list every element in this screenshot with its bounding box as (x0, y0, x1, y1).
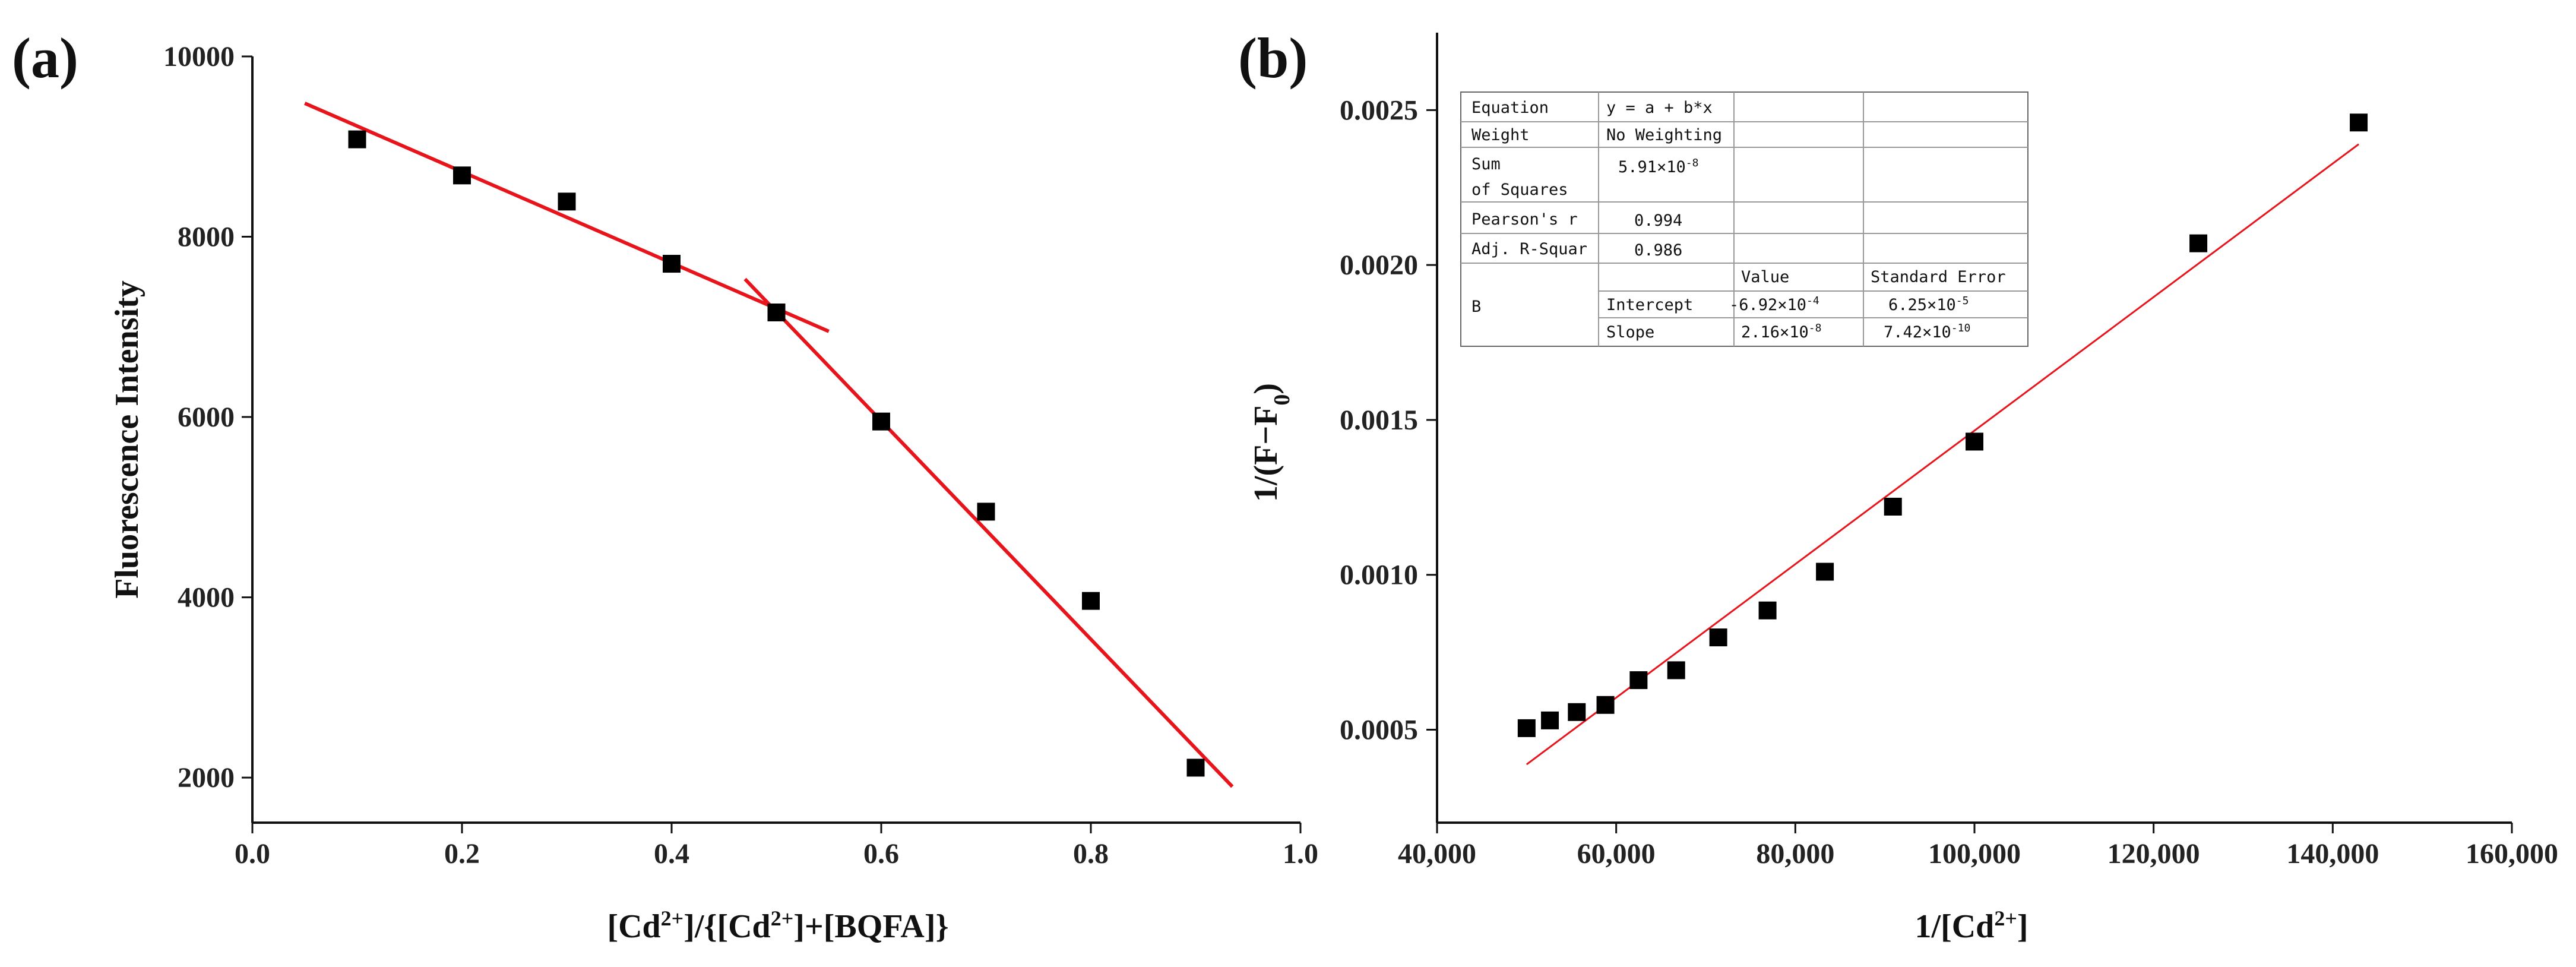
data-point (1816, 562, 1834, 581)
stats-sum-label-1: Sum (1471, 155, 1501, 173)
data-point (977, 503, 995, 521)
data-point (1709, 628, 1727, 647)
stats-sum-label-2: of Squares (1471, 181, 1568, 199)
stats-table: Equation y = a + b*x Weight No Weighting… (1460, 91, 2028, 347)
panel-a-y-ticks: 2000 4000 6000 8000 10000 (163, 41, 252, 794)
x-tick-label: 0.6 (863, 838, 899, 870)
data-point (1884, 498, 1902, 516)
panel-a-label: (a) (12, 26, 78, 90)
linear-fit (1526, 143, 2359, 766)
stats-row-group: B (1471, 298, 1481, 316)
y-tick-label: 10000 (163, 41, 235, 72)
data-point (1517, 719, 1536, 737)
stats-slope-err: 7.42×10-10 (1884, 322, 1970, 342)
data-point (1758, 601, 1777, 620)
panel-a: (a) 0.0 0.2 0.4 0.6 0.8 1.0 2000 4000 6000 8000 1… (12, 26, 1318, 945)
fit-2 (743, 277, 1234, 788)
y-tick-label: 0.0015 (1340, 405, 1418, 436)
stats-slope-label: Slope (1606, 323, 1654, 342)
data-point (453, 166, 471, 185)
x-tick-label: 1.0 (1283, 838, 1318, 870)
x-tick-label: 0.8 (1073, 838, 1109, 870)
data-point (2350, 113, 2368, 132)
panel-b-y-ticks: 0.0005 0.0010 0.0015 0.0020 0.0025 (1340, 94, 1437, 746)
data-point (1667, 661, 1685, 680)
panel-b: (b) 40,000 60,000 80,000 100,000 120,000 140,… (1238, 26, 2558, 945)
y-tick-label: 0.0020 (1340, 249, 1418, 281)
stats-adjr-value: 0.986 (1634, 241, 1682, 260)
x-tick-label: 160,000 (2466, 838, 2558, 870)
y-tick-label: 0.0025 (1340, 94, 1418, 126)
stats-col-value: Value (1741, 268, 1789, 286)
panel-b-x-ticks: 40,000 60,000 80,000 100,000 120,000 140,000 1… (1398, 823, 2558, 870)
data-point (2189, 234, 2208, 252)
data-point (348, 130, 366, 148)
data-point (1596, 696, 1615, 714)
x-tick-label: 60,000 (1577, 838, 1656, 870)
y-tick-label: 2000 (178, 762, 235, 794)
x-tick-label: 140,000 (2286, 838, 2379, 870)
x-tick-label: 100,000 (1928, 838, 2021, 870)
data-point (1541, 711, 1559, 729)
panel-a-fit-lines (304, 102, 1234, 788)
data-point (558, 192, 576, 211)
stats-intercept-label: Intercept (1606, 296, 1693, 314)
y-tick-label: 0.0005 (1340, 715, 1418, 746)
x-tick-label: 120,000 (2107, 838, 2200, 870)
stats-equation-value: y = a + b*x (1606, 99, 1713, 117)
panel-a-x-axis-title: [Cd2+]/{[Cd2+]+[BQFA]} (607, 906, 948, 945)
panel-b-points (1517, 113, 2368, 737)
x-tick-label: 80,000 (1756, 838, 1834, 870)
stats-adjr-label: Adj. R-Squar (1471, 240, 1587, 258)
stats-weight-label: Weight (1471, 126, 1530, 144)
stats-weight-value: No Weighting (1606, 126, 1722, 144)
x-tick-label: 0.0 (235, 838, 270, 870)
stats-col-stderr: Standard Error (1871, 268, 2006, 286)
y-tick-label: 6000 (178, 402, 235, 433)
y-tick-label: 0.0010 (1340, 560, 1418, 591)
stats-sum-value: 5.91×10-8 (1618, 157, 1698, 177)
y-tick-label: 4000 (178, 582, 235, 614)
panel-b-y-axis-title: 1/(F−F0) (1248, 383, 1295, 502)
data-point (1629, 671, 1648, 690)
data-point (1966, 432, 1983, 451)
panel-a-x-ticks: 0.0 0.2 0.4 0.6 0.8 1.0 (235, 823, 1318, 870)
stats-intercept-err: 6.25×10-5 (1888, 295, 1969, 315)
x-tick-label: 0.2 (444, 838, 480, 870)
data-point (1568, 703, 1586, 721)
data-point (767, 304, 786, 322)
stats-pearson-label: Pearson's r (1471, 210, 1578, 229)
panel-b-label: (b) (1238, 26, 1308, 90)
panel-a-points (348, 130, 1205, 777)
data-point (663, 255, 681, 273)
stats-equation-label: Equation (1471, 99, 1549, 117)
x-tick-label: 40,000 (1398, 838, 1476, 870)
stats-table-border (1460, 91, 2028, 347)
panel-a-y-axis-title: Fluorescence Intensity (109, 280, 145, 599)
data-point (872, 412, 890, 431)
x-tick-label: 0.4 (654, 838, 689, 870)
fit-1 (304, 102, 830, 333)
stats-intercept-value: -6.92×10-4 (1729, 295, 1819, 315)
data-point (1082, 592, 1100, 610)
data-point (1186, 759, 1205, 777)
panel-b-fit-lines (1526, 143, 2359, 766)
stats-slope-value: 2.16×10-8 (1741, 322, 1821, 342)
y-tick-label: 8000 (178, 222, 235, 253)
panel-b-x-axis-title: 1/[Cd2+] (1915, 906, 2028, 945)
stats-pearson-value: 0.994 (1634, 211, 1682, 230)
